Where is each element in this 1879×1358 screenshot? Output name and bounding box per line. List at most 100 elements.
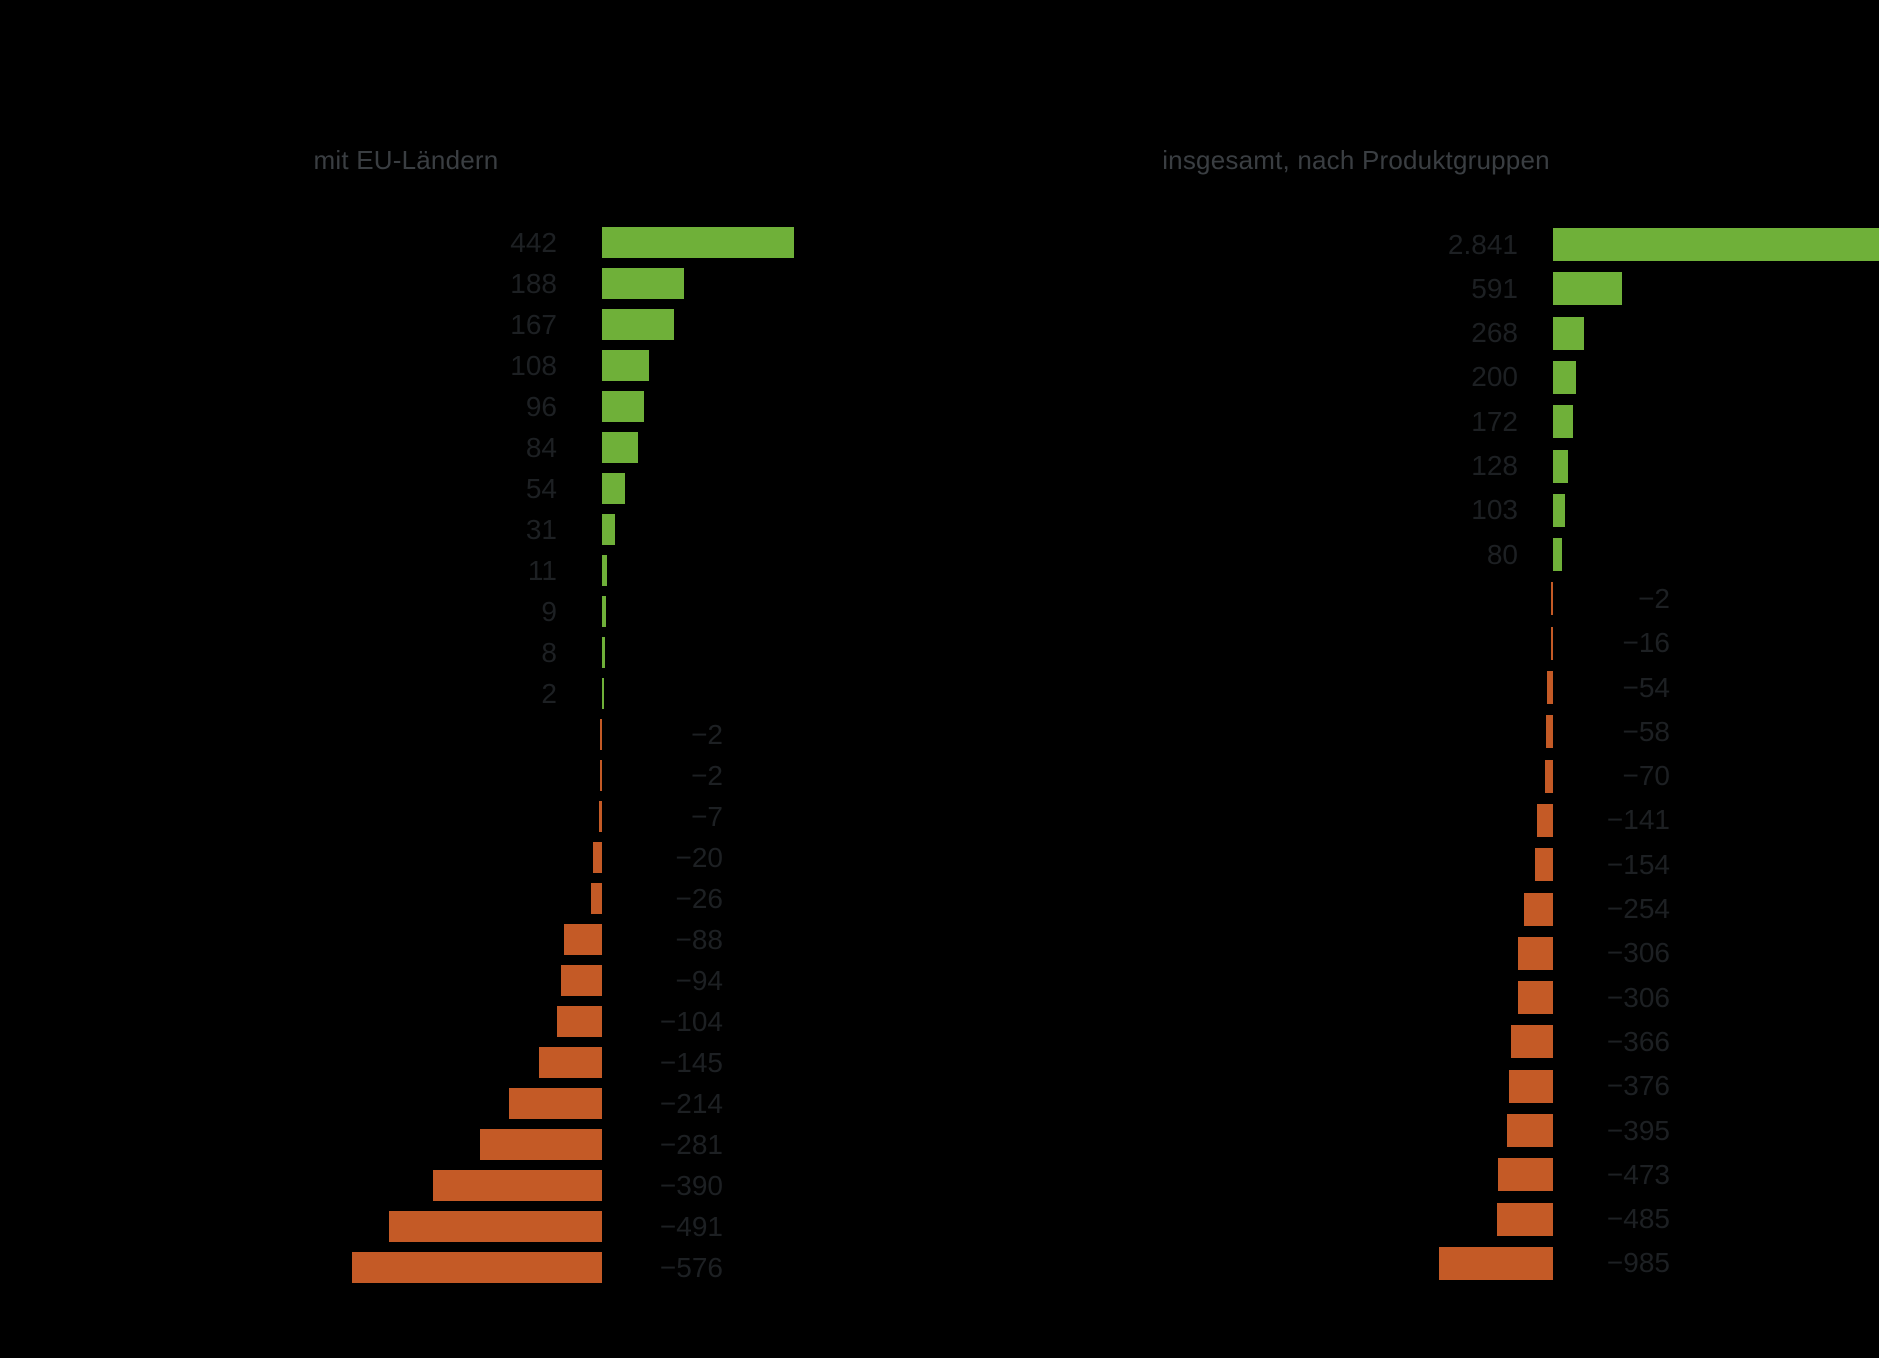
bar-value-label: −281 <box>659 1128 723 1160</box>
negative-bar <box>539 1047 602 1078</box>
bar-value-label: −491 <box>659 1210 723 1242</box>
positive-bar <box>1553 272 1622 305</box>
negative-bar <box>1498 1158 1553 1191</box>
bar-value-label: −54 <box>1622 671 1671 703</box>
negative-bar <box>480 1129 602 1160</box>
positive-bar <box>602 637 606 668</box>
positive-bar <box>602 268 684 299</box>
bar-value-label: 54 <box>525 472 557 504</box>
negative-bar <box>1551 582 1553 615</box>
bar-value-label: −473 <box>1606 1158 1670 1190</box>
negative-bar <box>1546 715 1553 748</box>
bar-value-label: −2 <box>691 718 723 750</box>
bar-value-label: −390 <box>659 1169 723 1201</box>
bar-value-label: 167 <box>510 308 557 340</box>
negative-bar <box>561 965 602 996</box>
bar-value-label: 31 <box>525 513 557 545</box>
bar-value-label: −7 <box>691 800 723 832</box>
bar-value-label: 268 <box>1471 317 1518 349</box>
negative-bar <box>590 883 602 914</box>
negative-bar <box>1517 937 1553 970</box>
bar-value-label: −376 <box>1606 1070 1670 1102</box>
negative-bar <box>1517 981 1553 1014</box>
bar-value-label: 200 <box>1471 361 1518 393</box>
positive-bar <box>1553 228 1879 261</box>
bar-value-label: −154 <box>1606 848 1670 880</box>
bar-value-label: −94 <box>675 964 724 996</box>
positive-bar <box>602 678 604 709</box>
negative-bar <box>1535 848 1553 881</box>
positive-bar <box>602 309 675 340</box>
bar-value-label: −88 <box>675 923 724 955</box>
bar-value-label: −145 <box>659 1046 723 1078</box>
bar-value-label: −576 <box>659 1251 723 1283</box>
bar-value-label: 591 <box>1471 272 1518 304</box>
bar-value-label: 103 <box>1471 494 1518 526</box>
bar-value-label: 80 <box>1486 538 1518 570</box>
bar-value-label: 128 <box>1471 450 1518 481</box>
bar-value-label: −254 <box>1606 893 1670 924</box>
positive-bar <box>1553 450 1568 483</box>
bar-value-label: 172 <box>1471 405 1518 437</box>
negative-bar <box>593 842 602 873</box>
bar-value-label: 108 <box>510 349 557 381</box>
positive-bar <box>1553 317 1585 350</box>
bar-value-label: 188 <box>510 267 557 299</box>
negative-bar <box>388 1211 602 1242</box>
negative-bar <box>1507 1114 1553 1147</box>
bar-value-label: −104 <box>659 1005 723 1037</box>
negative-bar <box>509 1088 602 1119</box>
positive-bar <box>602 350 649 381</box>
bar-value-label: −485 <box>1606 1203 1670 1235</box>
bar-value-label: 96 <box>525 390 557 422</box>
bar-value-label: −214 <box>659 1087 723 1119</box>
negative-bar <box>1438 1247 1553 1280</box>
bar-value-label: −20 <box>675 841 724 873</box>
bar-value-label: 2.841 <box>1447 228 1518 260</box>
bar-value-label: −70 <box>1622 760 1671 792</box>
negative-bar <box>1536 804 1553 837</box>
negative-bar <box>1510 1025 1553 1058</box>
negative-bar <box>563 924 602 955</box>
negative-bar <box>1544 760 1553 793</box>
negative-bar <box>600 760 602 791</box>
bar-value-label: −366 <box>1606 1025 1670 1057</box>
bar-value-label: −2 <box>691 759 723 791</box>
positive-bar <box>602 391 644 422</box>
bar-value-label: 2 <box>541 677 557 709</box>
negative-bar <box>432 1170 602 1201</box>
bar-value-label: −58 <box>1622 715 1671 747</box>
bar-value-label: 11 <box>527 554 557 586</box>
negative-bar <box>1551 627 1553 660</box>
bar-value-label: −985 <box>1606 1247 1670 1279</box>
bar-value-label: 84 <box>525 431 557 463</box>
positive-bar <box>602 555 607 586</box>
negative-bar <box>1523 893 1553 926</box>
negative-bar <box>1546 671 1553 704</box>
positive-bar <box>602 432 639 463</box>
negative-bar <box>600 719 602 750</box>
positive-bar <box>602 473 626 504</box>
bar-value-label: −306 <box>1606 981 1670 1013</box>
positive-bar <box>1553 538 1563 571</box>
positive-bar <box>1553 494 1565 527</box>
negative-bar <box>598 801 602 832</box>
bar-value-label: −2 <box>1638 582 1670 614</box>
positive-bar <box>602 227 794 258</box>
bar-value-label: −395 <box>1606 1114 1670 1146</box>
positive-bar <box>1553 405 1573 438</box>
bar-value-label: 442 <box>510 226 557 258</box>
negative-bar <box>352 1252 602 1283</box>
negative-bar <box>1509 1070 1553 1103</box>
bar-value-label: 9 <box>541 595 557 627</box>
negative-bar <box>1496 1203 1553 1236</box>
bar-value-label: −16 <box>1622 627 1671 659</box>
bar-value-label: −141 <box>1606 804 1670 836</box>
negative-bar <box>556 1006 602 1037</box>
bar-value-label: 8 <box>541 636 557 668</box>
chart-subtitle: mit EU-Ländern <box>313 145 499 175</box>
positive-bar <box>602 514 616 545</box>
